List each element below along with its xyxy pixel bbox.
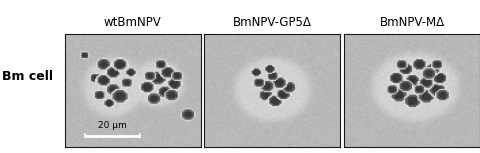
Text: Bm cell: Bm cell <box>2 70 53 83</box>
Text: BmNPV-MΔ: BmNPV-MΔ <box>380 16 444 29</box>
Text: 20 μm: 20 μm <box>98 121 127 130</box>
Text: wtBmNPV: wtBmNPV <box>104 16 162 29</box>
Text: BmNPV-GP5Δ: BmNPV-GP5Δ <box>233 16 312 29</box>
